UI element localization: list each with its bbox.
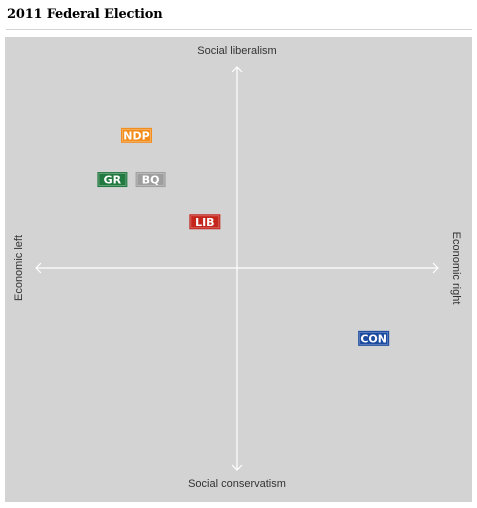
party-point-ndp: NDP (121, 127, 152, 143)
arrow-up (231, 66, 243, 73)
axis-label-top: Social liberalism (197, 45, 276, 57)
party-badge-ndp (121, 127, 152, 143)
party-label-lib: LIB (195, 216, 215, 229)
party-badge-bq (135, 172, 166, 188)
party-badge-border-con (359, 331, 389, 345)
party-point-gr: GR (97, 172, 128, 188)
party-badge-con (358, 330, 390, 346)
arrow-down (231, 464, 243, 471)
party-label-bq: BQ (142, 174, 160, 187)
party-point-bq: BQ (135, 172, 166, 188)
party-badge-border-gr (98, 173, 127, 186)
party-point-lib: LIB (189, 214, 221, 230)
party-label-con: CON (360, 332, 387, 345)
arrow-left (35, 262, 42, 274)
party-badge-gr (97, 172, 128, 188)
chart-svg: Social liberalism Social conservatism Ec… (5, 37, 472, 502)
axes (35, 66, 439, 471)
arrow-right (432, 262, 439, 274)
party-points: NDP GR BQ LIB CON (97, 127, 390, 346)
axis-label-left: Economic left (13, 235, 25, 301)
party-point-con: CON (358, 330, 390, 346)
chart-title: 2011 Federal Election (7, 7, 163, 22)
party-label-ndp: NDP (123, 129, 149, 142)
party-label-gr: GR (104, 174, 122, 187)
party-badge-border-bq (136, 173, 165, 186)
axis-label-right: Economic right (450, 232, 462, 305)
plot-background (5, 37, 472, 502)
party-badge-border-ndp (122, 128, 151, 142)
chart-panel: Social liberalism Social conservatism Ec… (5, 37, 472, 502)
party-badge-lib (189, 214, 221, 230)
party-badge-border-lib (190, 215, 220, 229)
title-divider (6, 29, 472, 30)
axis-label-bottom: Social conservatism (188, 478, 286, 490)
